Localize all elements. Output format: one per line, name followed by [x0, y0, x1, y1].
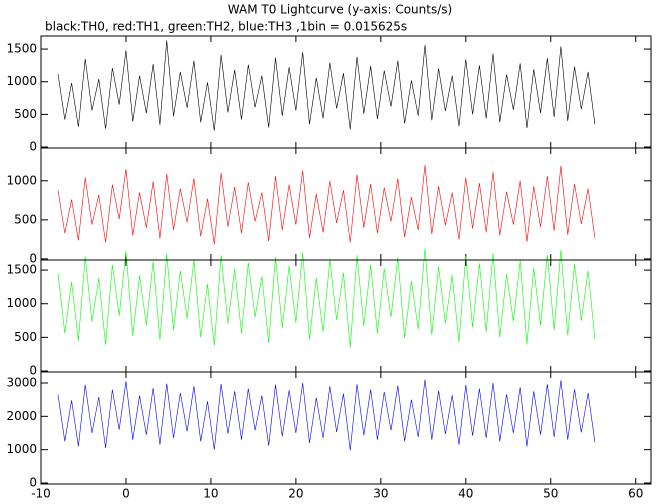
- y-tick-label: 1000: [6, 442, 37, 456]
- y-tick-label: 500: [14, 330, 37, 344]
- y-tick-label: 2000: [6, 409, 37, 423]
- y-tick-label: 0: [29, 140, 37, 154]
- y-tick-label: 500: [14, 212, 37, 226]
- y-tick-label: 0: [29, 251, 37, 265]
- chart-subtitle: black:TH0, red:TH1, green:TH2, blue:TH3 …: [45, 20, 407, 34]
- x-tick-label: 40: [458, 487, 473, 501]
- y-tick-label: 0: [29, 363, 37, 377]
- y-tick-label: 1000: [6, 296, 37, 310]
- x-tick-label: 60: [628, 487, 643, 501]
- x-tick-label: -10: [31, 487, 51, 501]
- x-tick-label: 0: [122, 487, 130, 501]
- series-line: [57, 379, 596, 451]
- x-tick-label: 50: [543, 487, 558, 501]
- chart-title: WAM T0 Lightcurve (y-axis: Counts/s): [228, 3, 452, 17]
- y-tick-label: 3000: [6, 376, 37, 390]
- series-line: [57, 248, 596, 348]
- y-tick-label: 1500: [6, 42, 37, 56]
- panel-frame: [40, 259, 652, 373]
- x-tick-label: 30: [373, 487, 388, 501]
- series-line: [57, 165, 596, 245]
- x-tick-label: 10: [203, 487, 218, 501]
- y-tick-label: 0: [29, 476, 37, 490]
- x-tick-label: 20: [288, 487, 303, 501]
- y-tick-label: 1000: [6, 74, 37, 88]
- panel-frame: [40, 147, 652, 261]
- y-tick-label: 1500: [6, 263, 37, 277]
- y-tick-label: 1000: [6, 173, 37, 187]
- series-line: [57, 40, 596, 131]
- panel-frame: [40, 371, 652, 485]
- y-tick-label: 500: [14, 107, 37, 121]
